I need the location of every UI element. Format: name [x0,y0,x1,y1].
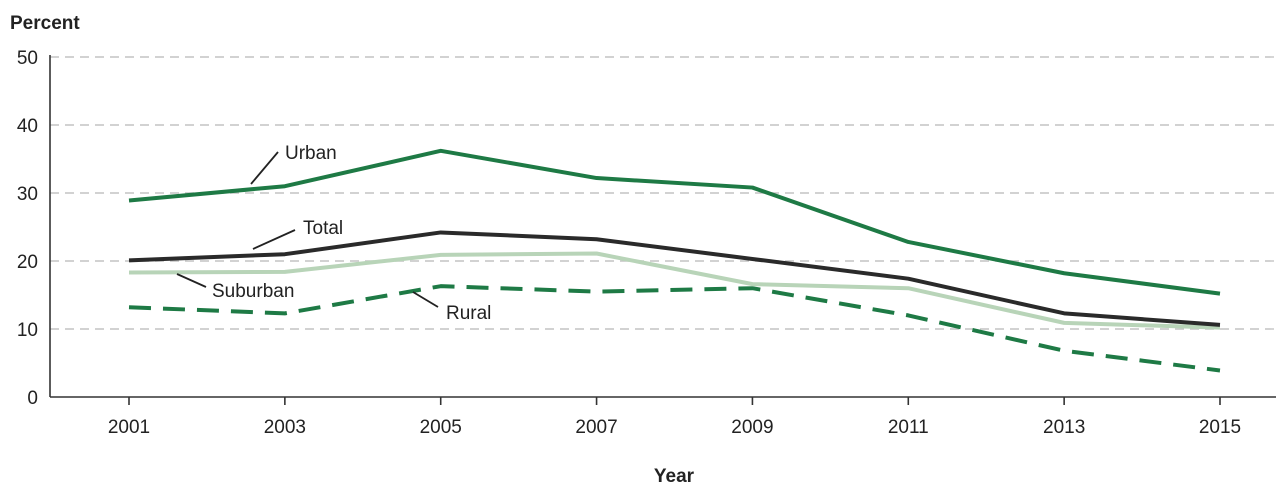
series-label-rural: Rural [446,303,491,324]
x-tick-label: 2005 [420,417,462,438]
series-labels: Urban Total Suburban Rural [176,143,491,324]
series-line-rural [128,284,1221,373]
y-tick-label: 0 [27,388,38,409]
y-axis-title: Percent [10,13,80,34]
series-label-suburban: Suburban [212,281,294,302]
x-tick-label: 2013 [1043,417,1085,438]
y-tick-label: 10 [17,320,38,341]
x-axis-title: Year [654,466,695,486]
leader-line-total [252,229,296,250]
y-tick-label: 40 [17,116,38,137]
axes: 0 10 20 30 40 50 2001 2003 2005 2007 2009 2011 2013 2… [17,48,1276,438]
x-tick-label: 2009 [731,417,773,438]
y-tick-label: 50 [17,48,38,69]
y-tick-label: 30 [17,184,38,205]
series-label-urban: Urban [285,143,337,164]
x-tick-label: 2015 [1199,417,1241,438]
series-line-urban [128,148,1221,296]
y-tick-label: 20 [17,252,38,273]
leader-line-suburban [176,273,207,288]
series-line-total [128,230,1221,327]
x-tick-label: 2001 [108,417,150,438]
series-line-suburban [128,251,1221,330]
leader-line-urban [250,151,279,185]
leader-line-rural [412,291,439,308]
x-tick-label: 2011 [888,417,929,438]
series-lines [128,148,1221,373]
x-tick-label: 2003 [264,417,306,438]
series-label-total: Total [303,218,343,239]
gridlines [50,56,1276,330]
x-tick-label: 2007 [575,417,617,438]
